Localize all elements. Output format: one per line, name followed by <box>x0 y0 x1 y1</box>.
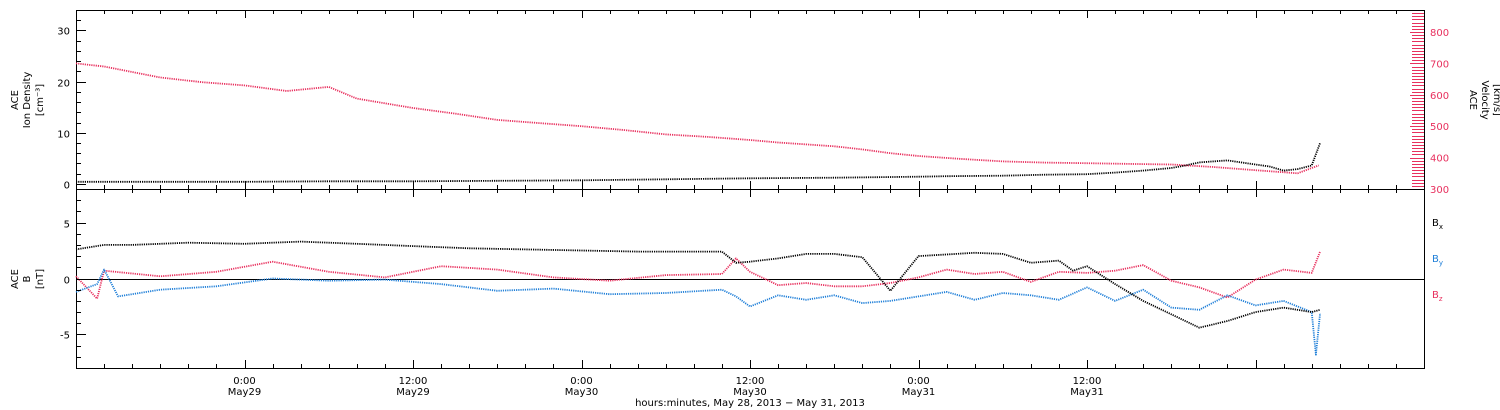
density-velocity-frame <box>76 10 1425 190</box>
legend-bz-name: B <box>1432 290 1439 301</box>
legend-by-name: B <box>1432 254 1439 265</box>
x-tick-date-2: May30 <box>565 387 598 398</box>
series-by <box>75 268 1321 356</box>
x-tick-time-5: 12:00 <box>1073 376 1102 387</box>
legend-by-sub: y <box>1439 259 1443 267</box>
x-tick-time-4: 0:00 <box>907 376 929 387</box>
density-y-tick-label-1: 10 <box>57 130 70 141</box>
density-y-tick-label-2: 20 <box>57 79 70 90</box>
velocity-y-tick-label-3: 600 <box>1430 91 1449 102</box>
density-y-tick-label-3: 30 <box>57 27 70 38</box>
magnetic-field-series <box>75 240 1321 356</box>
velocity-y-tick-label-5: 800 <box>1430 28 1449 39</box>
density-ylabel-line-1: ACE <box>10 90 21 110</box>
series-bx <box>75 240 1321 329</box>
x-axis-label: hours:minutes, May 28, 2013 − May 31, 20… <box>635 398 865 409</box>
axes: 0:00May2912:00May290:00May3012:00May300:… <box>57 10 1449 398</box>
series-bz <box>75 251 1321 300</box>
x-tick-time-1: 12:00 <box>399 376 428 387</box>
velocity-y-tick-label-2: 500 <box>1430 122 1449 133</box>
b-ylabel-line-1: ACE <box>10 269 21 289</box>
density-series <box>76 142 1321 183</box>
legend-bz: Bz <box>1432 290 1443 303</box>
b-ylabel-line-2: B <box>22 275 33 282</box>
density-ylabel-line-3: [cm⁻³] <box>35 84 46 116</box>
velocity-ylabel-line-1: ACE <box>1467 90 1478 110</box>
b-y-tick-label-0: -5 <box>60 331 70 342</box>
density-ylabel-line-2: Ion Density <box>22 72 33 129</box>
x-tick-date-3: May30 <box>733 387 766 398</box>
x-tick-time-0: 0:00 <box>233 376 255 387</box>
x-tick-time-3: 12:00 <box>736 376 765 387</box>
velocity-y-tick-label-1: 400 <box>1430 154 1449 165</box>
legend-bx-name: B <box>1432 218 1439 229</box>
velocity-ylabel-line-3: [km/s] <box>1491 84 1500 116</box>
velocity-series <box>75 62 1320 175</box>
velocity-y-tick-label-0: 300 <box>1430 185 1449 196</box>
b-y-tick-label-1: 0 <box>64 276 70 287</box>
x-tick-date-4: May31 <box>902 387 935 398</box>
x-tick-date-0: May29 <box>228 387 261 398</box>
density-y-tick-label-0: 0 <box>64 181 70 192</box>
b-ylabel-line-3: [nT] <box>35 269 46 289</box>
legend-bz-sub: z <box>1439 295 1443 303</box>
x-tick-date-1: May29 <box>396 387 429 398</box>
density-velocity-series <box>75 62 1321 183</box>
legend-by: By <box>1432 254 1443 267</box>
b-y-tick-label-2: 5 <box>64 220 70 231</box>
legend-bx: Bx <box>1432 218 1443 231</box>
velocity-ylabel-line-2: Velocity <box>1479 80 1490 119</box>
x-tick-date-5: May31 <box>1070 387 1103 398</box>
legend-bx-sub: x <box>1439 223 1443 231</box>
velocity-y-tick-label-4: 700 <box>1430 59 1449 70</box>
x-tick-time-2: 0:00 <box>570 376 592 387</box>
